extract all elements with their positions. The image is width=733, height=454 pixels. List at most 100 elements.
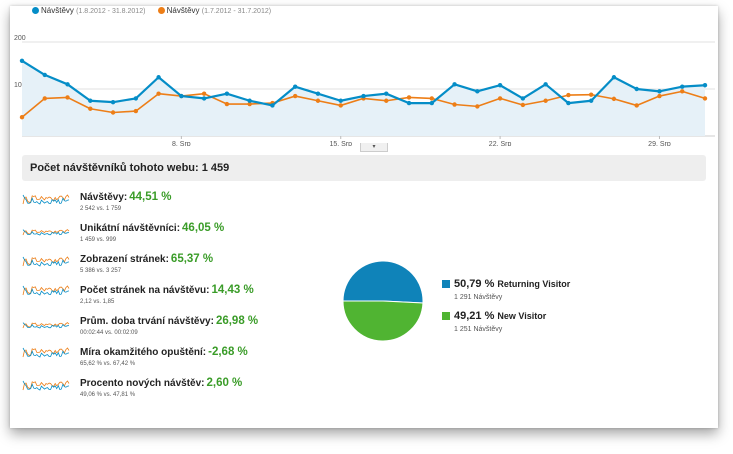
metric-label: Zobrazení stránek: 65,37 %	[80, 253, 213, 265]
report-panel: Návštěvy (1.8.2012 - 31.8.2012) Návštěvy…	[10, 6, 718, 428]
chart-legend: Návštěvy (1.8.2012 - 31.8.2012) Návštěvy…	[32, 6, 281, 24]
metric-label: Unikátní návštěvníci: 46,05 %	[80, 222, 224, 234]
metric-sparkline	[22, 194, 70, 205]
data-point-current	[520, 96, 526, 101]
data-point-current	[338, 98, 343, 103]
metric-sparkline	[22, 229, 70, 236]
data-point-previous	[42, 96, 47, 101]
data-point-previous	[588, 92, 594, 97]
data-point-previous	[475, 104, 480, 109]
data-point-previous	[406, 95, 412, 100]
data-point-previous	[611, 96, 617, 102]
metric-row[interactable]: Unikátní návštěvníci: 46,05 % 1 459 vs. 99…	[22, 222, 322, 252]
data-point-current	[452, 82, 457, 87]
sparkline-current	[22, 194, 70, 205]
data-point-current	[156, 75, 161, 80]
metric-comparison: 1 459 vs. 999	[80, 237, 117, 243]
visitor-type-pie-chart[interactable]	[342, 260, 424, 342]
metric-row[interactable]: Prům. doba trvání návštěvy: 26,98 % 00:02:…	[22, 315, 322, 345]
data-point-current	[293, 84, 298, 89]
data-point-current	[588, 98, 594, 103]
metric-name: Návštěvy:	[80, 192, 128, 203]
metric-sparkline	[22, 256, 70, 267]
metric-name: Prům. doba trvání návštěvy:	[80, 316, 214, 327]
pie-slice-label: New Visitor	[497, 311, 547, 321]
pie-percent-value: 50,79 %	[454, 278, 498, 290]
data-point-previous	[247, 101, 252, 107]
data-point-current	[247, 98, 252, 103]
pie-slice-returning	[342, 260, 424, 304]
sparkline-current	[22, 229, 70, 236]
metric-row[interactable]: Návštěvy: 44,51 % 2 542 vs. 1 759	[22, 191, 322, 221]
metric-sparkline	[22, 380, 70, 391]
metric-sparkline	[22, 322, 70, 329]
data-point-previous	[429, 96, 434, 101]
data-point-current	[110, 99, 116, 105]
metric-comparison: 49,06 % vs. 47,81 %	[80, 392, 136, 398]
data-point-current	[270, 103, 275, 108]
data-point-current	[634, 86, 639, 92]
metric-row[interactable]: Procento nových návštěv: 2,60 % 49,06 % vs…	[22, 377, 322, 407]
data-point-previous	[293, 93, 298, 99]
data-point-current	[224, 91, 230, 96]
data-point-current	[42, 72, 47, 78]
pie-legend-swatch	[442, 312, 450, 320]
metric-label: Počet stránek na návštěvu: 14,43 %	[80, 284, 254, 296]
y-tick-label: 100	[14, 82, 26, 89]
pie-legend-count: 1 251 Návštěvy	[454, 326, 503, 333]
data-point-current	[65, 82, 70, 87]
data-point-previous	[520, 102, 526, 108]
data-point-previous	[680, 89, 685, 94]
pie-legend-count: 1 291 Návštěvy	[454, 294, 503, 301]
data-point-current	[429, 100, 434, 106]
data-point-previous	[384, 98, 389, 103]
pie-slice-new	[342, 300, 424, 342]
metric-sparkline	[22, 285, 70, 296]
metric-change-value: 26,98 %	[215, 315, 259, 327]
data-point-previous	[543, 98, 548, 103]
legend-range: (1.8.2012 - 31.8.2012)	[76, 8, 146, 15]
legend-item-previous[interactable]: Návštěvy (1.7.2012 - 31.7.2012)	[157, 6, 271, 15]
visits-line-chart[interactable]: 200 100 8. Srp 15. Srp 22. Srp 29. Srp	[10, 24, 718, 146]
metric-label: Míra okamžitého opuštění: -2,68 %	[80, 346, 248, 358]
data-point-current	[611, 75, 617, 80]
data-point-current	[680, 84, 685, 89]
metric-comparison: 65,62 % vs. 67,42 %	[80, 361, 136, 367]
pie-legend-swatch	[442, 280, 450, 288]
legend-dot-current	[32, 7, 39, 14]
metric-row[interactable]: Míra okamžitého opuštění: -2,68 % 65,62 % …	[22, 346, 322, 376]
data-point-previous	[338, 103, 343, 108]
metric-comparison: 2,12 vs. 1,85	[80, 299, 115, 305]
section-title: Počet návštěvníků tohoto webu: 1 459	[30, 162, 230, 174]
metric-comparison: 2 542 vs. 1 759	[80, 206, 122, 212]
metric-change-value: 44,51 %	[129, 191, 172, 203]
data-point-previous	[702, 96, 708, 101]
metric-label: Prům. doba trvání návštěvy: 26,98 %	[80, 315, 258, 327]
metric-name: Procento nových návštěv:	[80, 378, 205, 389]
x-tick-label: 15. Srp	[329, 141, 352, 146]
data-point-current	[361, 93, 366, 99]
data-point-previous	[19, 115, 25, 120]
metric-sparkline	[22, 347, 70, 358]
data-point-current	[543, 82, 548, 87]
data-point-previous	[110, 110, 116, 115]
metric-label: Návštěvy: 44,51 %	[80, 191, 171, 203]
metric-row[interactable]: Počet stránek na návštěvu: 14,43 % 2,12 vs…	[22, 284, 322, 314]
data-point-current	[315, 91, 321, 96]
data-point-current	[702, 83, 708, 88]
data-point-previous	[452, 102, 457, 107]
data-point-current	[384, 91, 389, 96]
data-point-previous	[497, 96, 503, 101]
data-point-current	[88, 98, 93, 103]
legend-item-current[interactable]: Návštěvy (1.8.2012 - 31.8.2012)	[32, 6, 145, 15]
metric-row[interactable]: Zobrazení stránek: 65,37 % 5 386 vs. 3 257	[22, 253, 322, 283]
data-point-current	[179, 93, 184, 99]
collapse-chart-button[interactable]: ▾	[360, 143, 388, 152]
data-point-previous	[201, 91, 207, 96]
metric-comparison: 5 386 vs. 3 257	[80, 268, 122, 274]
sparkline-current	[22, 380, 70, 391]
data-point-previous	[634, 103, 639, 108]
data-point-current	[475, 89, 480, 94]
metric-name: Počet stránek na návštěvu:	[80, 285, 210, 296]
metric-name: Míra okamžitého opuštění:	[80, 347, 207, 358]
